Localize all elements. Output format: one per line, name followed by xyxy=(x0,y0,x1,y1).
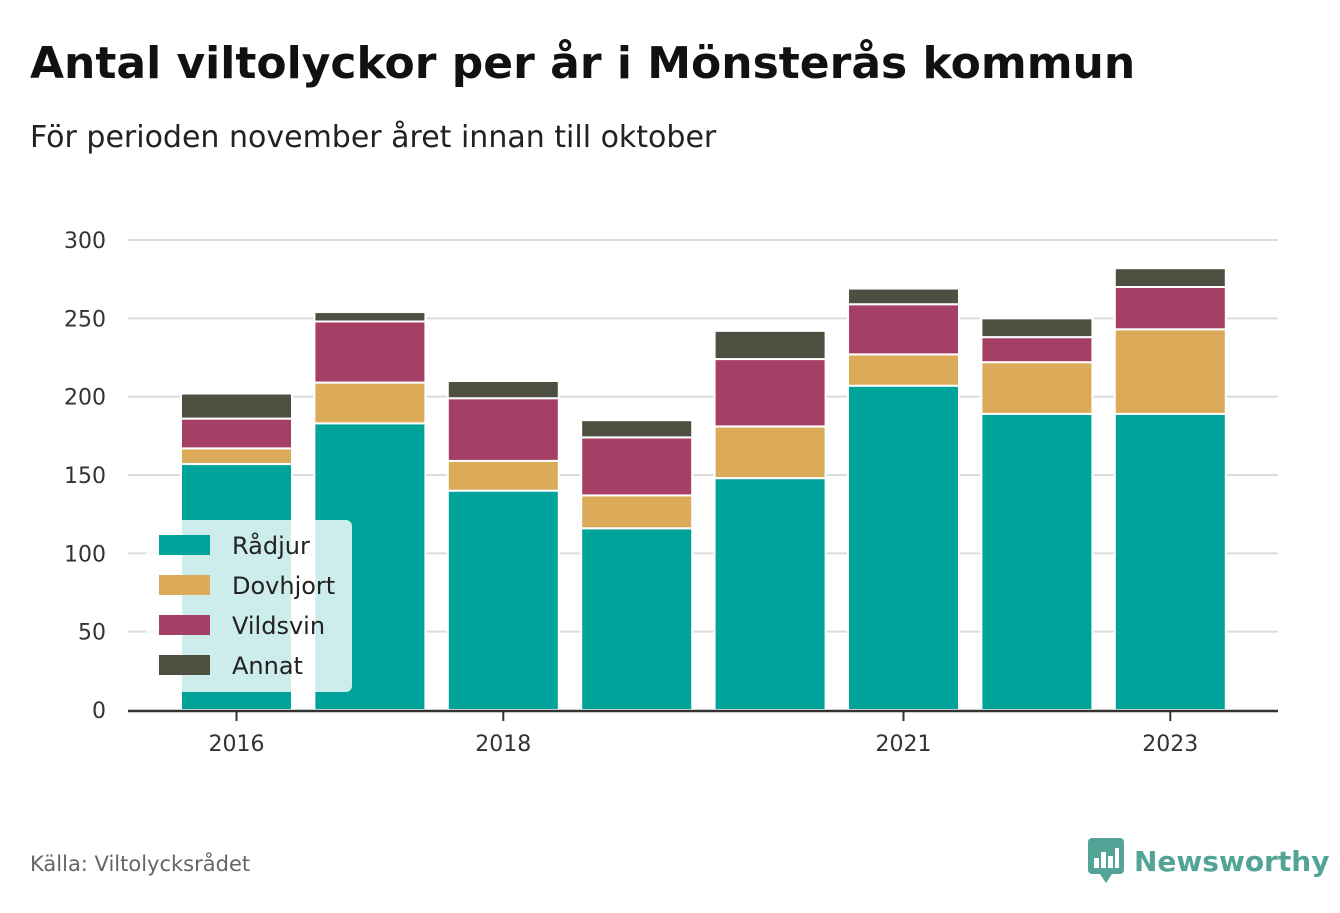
legend-label-vildsvin: Vildsvin xyxy=(232,612,325,640)
bar-segment-vildsvin-2018 xyxy=(446,397,560,462)
chart-title: Antal viltolyckor per år i Mönsterås kom… xyxy=(30,38,1136,89)
y-tick-label: 200 xyxy=(64,386,106,411)
bar-segment-annat-2019 xyxy=(580,419,694,439)
bar-segment-dovhjort-2019 xyxy=(580,494,694,530)
y-tick-label: 50 xyxy=(78,621,106,646)
bar-segment-vildsvin-2022 xyxy=(980,336,1094,364)
y-tick-label: 250 xyxy=(64,307,106,332)
bar-stack-2019 xyxy=(580,419,694,711)
bar-segment-annat-2022 xyxy=(980,317,1094,339)
legend-swatch-annat xyxy=(159,655,210,675)
legend-swatch-dovhjort xyxy=(159,575,210,595)
bar-segment-dovhjort-2021 xyxy=(847,353,960,387)
source-note: Källa: Viltolycksrådet xyxy=(30,852,251,876)
bar-segment-annat-2023 xyxy=(1113,267,1227,289)
bar-segment-dovhjort-2023 xyxy=(1113,328,1227,415)
bar-stack-2023 xyxy=(1113,267,1227,711)
bar-segment-annat-2021 xyxy=(847,287,960,306)
bar-stack-2022 xyxy=(980,317,1094,711)
x-tick-label: 2016 xyxy=(209,732,265,757)
bar-segment-annat-2016 xyxy=(180,392,293,420)
legend-swatch-vildsvin xyxy=(159,615,210,635)
bar-stack-2020 xyxy=(713,329,827,711)
bar-segment-rådjur-2023 xyxy=(1113,412,1227,711)
bar-segment-vildsvin-2020 xyxy=(713,358,827,428)
chart-subtitle: För perioden november året innan till ok… xyxy=(30,120,717,155)
legend-label-rådjur: Rådjur xyxy=(232,531,310,560)
x-tick-label: 2023 xyxy=(1142,732,1198,757)
bar-segment-annat-2017 xyxy=(313,311,427,323)
bar-segment-rådjur-2022 xyxy=(980,412,1094,711)
bar-segment-vildsvin-2023 xyxy=(1113,286,1227,331)
bar-segment-annat-2020 xyxy=(713,329,827,361)
x-tick-label: 2018 xyxy=(475,732,531,757)
bar-segment-vildsvin-2017 xyxy=(313,320,427,384)
bar-segment-rådjur-2018 xyxy=(446,489,560,711)
y-tick-label: 0 xyxy=(92,699,106,724)
legend: Rådjur Dovhjort Vildsvin Annat xyxy=(146,520,352,692)
legend-box xyxy=(146,520,352,692)
x-axis-ticks: 2016 2018 2021 2023 xyxy=(209,711,1198,757)
bar-segment-vildsvin-2021 xyxy=(847,303,960,356)
bar-segment-vildsvin-2016 xyxy=(180,417,293,450)
bar-segment-dovhjort-2020 xyxy=(713,425,827,480)
newsworthy-logo-icon xyxy=(1088,838,1124,883)
y-tick-label: 100 xyxy=(64,542,106,567)
bar-stack-2021 xyxy=(847,287,960,711)
bar-segment-annat-2018 xyxy=(446,380,560,400)
bar-segment-dovhjort-2018 xyxy=(446,459,560,492)
brand-name: Newsworthy xyxy=(1134,844,1330,878)
bar-segment-dovhjort-2022 xyxy=(980,361,1094,415)
legend-swatch-rådjur xyxy=(159,535,210,555)
x-tick-label: 2021 xyxy=(876,732,932,757)
y-tick-label: 150 xyxy=(64,464,106,489)
brand-logo: Newsworthy xyxy=(1088,838,1329,884)
bar-segment-rådjur-2021 xyxy=(847,384,960,711)
bar-segment-vildsvin-2019 xyxy=(580,436,694,497)
bar-segment-rådjur-2019 xyxy=(580,527,694,711)
legend-label-annat: Annat xyxy=(232,652,303,680)
bar-segment-dovhjort-2017 xyxy=(313,381,427,425)
legend-label-dovhjort: Dovhjort xyxy=(232,572,335,600)
y-axis-ticks: 0 50 100 150 200 250 300 xyxy=(64,229,106,724)
bar-segment-dovhjort-2016 xyxy=(180,447,293,466)
bar-segment-rådjur-2020 xyxy=(713,477,827,711)
bar-stack-2018 xyxy=(446,380,560,711)
y-tick-label: 300 xyxy=(64,229,106,254)
